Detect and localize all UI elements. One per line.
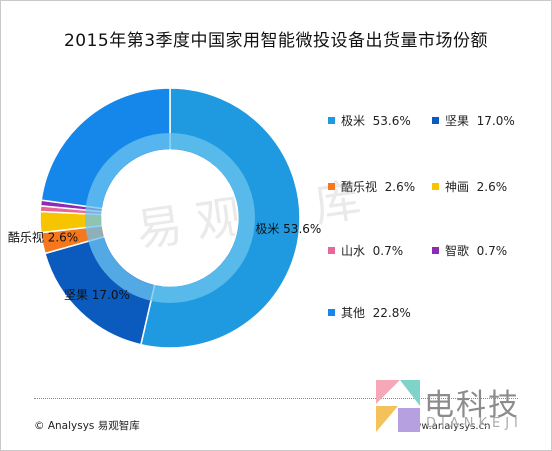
legend-value: 22.8% [372,306,411,320]
legend-value: 2.6% [476,180,508,194]
legend-label: 山水 [341,244,366,258]
legend-swatch [328,247,335,254]
chart-title: 2015年第3季度中国家用智能微投设备出货量市场份额 [63,31,489,51]
brand-mark-icon [376,380,420,432]
legend-label: 极米 [341,114,366,128]
legend-label: 酷乐视 [341,180,378,194]
legend-row: 山水 0.7% 智歌 0.7% [328,242,548,258]
legend-row: 其他 22.8% [328,304,548,320]
legend-swatch [328,309,335,316]
source-url[interactable]: www.analysys.cn [405,421,491,432]
legend-item-zhige: 智歌 0.7% [432,242,507,259]
slice-label-jianguo: 坚果 17.0% [64,288,130,302]
brand-logo: 电科技 DIANKEJI [372,376,550,440]
brand-sub: DIANKEJI [426,416,523,431]
legend-label: 坚果 [445,114,470,128]
legend-label: 智歌 [445,244,470,258]
legend-value: 17.0% [476,114,515,128]
legend-swatch [328,183,335,190]
slice-other [40,87,171,210]
legend-item-shenhua: 神画 2.6% [432,178,507,195]
brand-name: 电科技 [424,388,520,423]
legend-value: 0.7% [372,244,404,258]
legend-swatch [432,247,439,254]
legend-item-kulesee: 酷乐视 2.6% [328,178,415,195]
legend-value: 53.6% [372,114,411,128]
legend-item-jimi: 极米 53.6% [328,112,411,129]
slice-jimi [139,87,301,349]
legend-item-shanshui: 山水 0.7% [328,242,403,259]
legend-value: 2.6% [384,180,416,194]
donut-inner-ring [85,133,255,303]
slice-label-kulesee: 酷乐视 2.6% [8,229,78,244]
legend-item-other: 其他 22.8% [328,304,411,321]
legend-label: 其他 [341,306,366,320]
legend-row: 酷乐视 2.6% 神画 2.6% [328,178,548,194]
footer-divider [34,398,518,399]
legend-row: 极米 53.6% 坚果 17.0% [328,112,548,128]
slice-label-jimi: 极米 53.6% [255,222,321,236]
legend-swatch [328,117,335,124]
legend-item-jianguo: 坚果 17.0% [432,112,515,129]
legend-label: 神画 [445,180,470,194]
copyright: © Analysys 易观智库 [34,420,140,432]
legend-swatch [432,117,439,124]
legend-value: 0.7% [476,244,508,258]
legend-swatch [432,183,439,190]
